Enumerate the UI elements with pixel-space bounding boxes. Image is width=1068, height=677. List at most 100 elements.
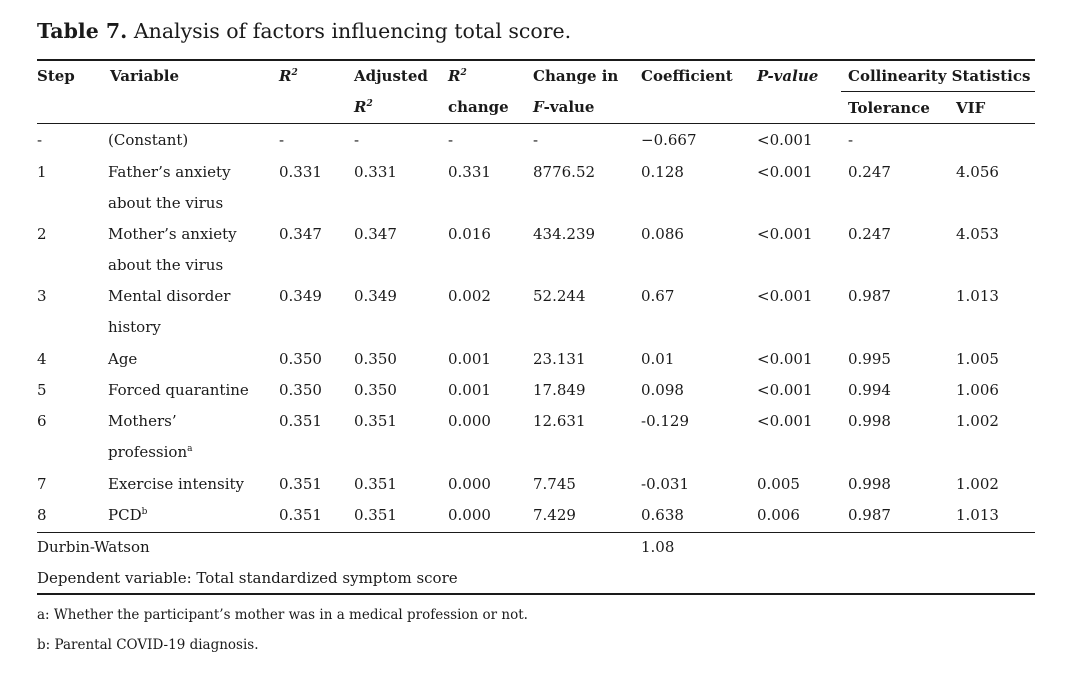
cell-fchg: - [533, 131, 539, 149]
dependent-variable-note: Dependent variable: Total standardized s… [37, 569, 458, 587]
cell-adj: 0.351 [354, 475, 397, 493]
header-coefficient: Coefficient [641, 67, 733, 85]
cell-chg: 0.331 [448, 163, 491, 181]
table-caption: Analysis of factors influencing total sc… [133, 19, 572, 43]
cell-r2: 0.347 [279, 225, 322, 243]
cell-fchg: 17.849 [533, 381, 586, 399]
cell-variable: Mothers’ [108, 412, 177, 430]
cell-variable: Exercise intensity [108, 475, 245, 493]
durbin-watson-value: 1.08 [641, 538, 675, 556]
header-variable: Variable [110, 67, 180, 85]
cell-r2: 0.349 [279, 287, 322, 305]
cell-chg: 0.001 [448, 381, 491, 399]
cell-chg: 0.000 [448, 475, 491, 493]
cell-variable: Father’s anxiety [108, 163, 231, 181]
header-fchange-line1: Change in [533, 67, 619, 85]
table-title: Table 7. Analysis of factors influencing… [37, 17, 571, 45]
cell-vif: 1.006 [956, 381, 999, 399]
cell-tol: 0.987 [848, 506, 891, 524]
cell-coef: -0.129 [641, 412, 690, 430]
cell-chg: 0.000 [448, 412, 491, 430]
cell-p: <0.001 [757, 131, 813, 149]
cell-p: <0.001 [757, 287, 813, 305]
cell-fchg: 434.239 [533, 225, 596, 243]
durbin-watson-label: Durbin-Watson [37, 538, 150, 556]
header-r2: R2 [279, 67, 298, 85]
cell-variable: PCDb [108, 506, 148, 524]
cell-adj: 0.331 [354, 163, 397, 181]
header-rule [37, 123, 1035, 124]
footnote-a: a: Whether the participant’s mother was … [37, 607, 528, 623]
cell-variable: (Constant) [108, 131, 189, 149]
footnote-b: b: Parental COVID-19 diagnosis. [37, 637, 259, 653]
cell-p: 0.005 [757, 475, 800, 493]
header-collinearity: Collinearity Statistics [848, 67, 1031, 85]
cell-chg: - [448, 131, 454, 149]
cell-chg: 0.002 [448, 287, 491, 305]
cell-variable-continued: professiona [108, 443, 193, 461]
cell-fchg: 52.244 [533, 287, 586, 305]
cell-r2: 0.351 [279, 506, 322, 524]
header-vif: VIF [956, 99, 986, 117]
cell-chg: 0.001 [448, 350, 491, 368]
cell-coef: 0.128 [641, 163, 684, 181]
cell-tol: 0.998 [848, 475, 891, 493]
header-fchange-line2: F-value [533, 98, 595, 116]
cell-coef: 0.638 [641, 506, 684, 524]
header-pvalue: P-value [757, 67, 819, 85]
cell-vif: 1.005 [956, 350, 999, 368]
cell-fchg: 23.131 [533, 350, 586, 368]
header-adjusted-line2: R2 [354, 98, 373, 116]
cell-variable-continued: about the virus [108, 194, 224, 212]
cell-step: 2 [37, 225, 47, 243]
header-r2change-line1: R2 [448, 67, 467, 85]
cell-tol: 0.994 [848, 381, 891, 399]
cell-fchg: 8776.52 [533, 163, 596, 181]
cell-r2: 0.351 [279, 412, 322, 430]
cell-p: <0.001 [757, 412, 813, 430]
cell-adj: 0.347 [354, 225, 397, 243]
header-tolerance: Tolerance [848, 99, 930, 117]
cell-tol: 0.995 [848, 350, 891, 368]
cell-coef: 0.67 [641, 287, 675, 305]
cell-adj: 0.350 [354, 381, 397, 399]
cell-variable: Mental disorder [108, 287, 231, 305]
cell-fchg: 7.429 [533, 506, 576, 524]
cell-r2: - [279, 131, 285, 149]
cell-coef: −0.667 [641, 131, 697, 149]
header-step: Step [37, 67, 75, 85]
cell-variable: Mother’s anxiety [108, 225, 237, 243]
top-rule [37, 59, 1035, 61]
cell-vif: 1.002 [956, 475, 999, 493]
cell-fchg: 7.745 [533, 475, 576, 493]
cell-adj: 0.351 [354, 412, 397, 430]
header-r2change-line2: change [448, 98, 509, 116]
bottom-rule [37, 593, 1035, 595]
table-number: Table 7. [37, 19, 128, 43]
cell-vif: 4.056 [956, 163, 999, 181]
cell-fchg: 12.631 [533, 412, 586, 430]
cell-variable-continued: about the virus [108, 256, 224, 274]
cell-coef: -0.031 [641, 475, 690, 493]
cell-tol: 0.247 [848, 225, 891, 243]
cell-variable: Age [108, 350, 138, 368]
cell-p: <0.001 [757, 350, 813, 368]
cell-tol: - [848, 131, 854, 149]
cell-step: 1 [37, 163, 47, 181]
cell-r2: 0.350 [279, 350, 322, 368]
cell-adj: 0.350 [354, 350, 397, 368]
cell-tol: 0.998 [848, 412, 891, 430]
cell-r2: 0.350 [279, 381, 322, 399]
cell-vif: 1.002 [956, 412, 999, 430]
cell-r2: 0.351 [279, 475, 322, 493]
cell-adj: 0.349 [354, 287, 397, 305]
cell-step: 6 [37, 412, 47, 430]
cell-step: 4 [37, 350, 47, 368]
cell-adj: - [354, 131, 360, 149]
header-adjusted-line1: Adjusted [354, 67, 428, 85]
cell-vif: 1.013 [956, 287, 999, 305]
cell-adj: 0.351 [354, 506, 397, 524]
cell-step: 5 [37, 381, 47, 399]
cell-vif: 4.053 [956, 225, 999, 243]
cell-r2: 0.331 [279, 163, 322, 181]
